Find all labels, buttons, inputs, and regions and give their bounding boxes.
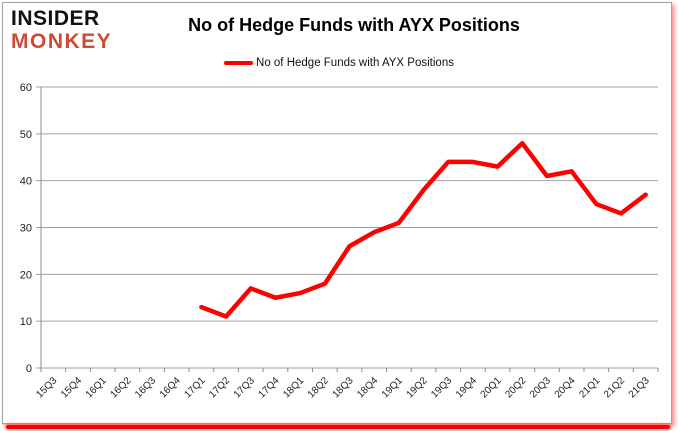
x-tick-label: 19Q3 xyxy=(429,375,454,400)
x-tick-label: 17Q4 xyxy=(257,375,282,400)
x-tick-label: 17Q2 xyxy=(207,375,232,400)
gridlines xyxy=(36,86,658,369)
x-tick-label: 20Q2 xyxy=(503,375,528,400)
x-tick-label: 21Q2 xyxy=(602,375,627,400)
x-tick-label: 16Q1 xyxy=(84,375,109,400)
y-tick-label: 20 xyxy=(20,269,32,281)
x-axis-ticks xyxy=(40,368,659,372)
insider-monkey-logo: INSIDER MONKEY xyxy=(11,8,112,52)
x-axis-labels: 15Q3 15Q4 16Q1 16Q2 16Q3 16Q4 17Q1 17Q2 17Q3 17Q4… xyxy=(34,375,652,400)
x-tick-label: 20Q4 xyxy=(553,375,578,400)
x-tick-label: 20Q3 xyxy=(528,375,553,400)
y-tick-label: 40 xyxy=(20,176,32,188)
x-tick-label: 17Q1 xyxy=(182,375,207,400)
series-line xyxy=(199,140,648,319)
legend-series-label: No of Hedge Funds with AYX Positions xyxy=(256,57,454,69)
y-tick-label: 60 xyxy=(20,82,32,94)
page-title: No of Hedge Funds with AYX Positions xyxy=(188,15,520,35)
x-tick-label: 19Q2 xyxy=(405,375,430,400)
legend-series-line-icon xyxy=(224,61,254,65)
x-tick-label: 19Q1 xyxy=(380,375,405,400)
x-tick-label: 21Q1 xyxy=(577,375,602,400)
x-tick-label: 19Q4 xyxy=(454,375,479,400)
y-tick-label: 50 xyxy=(20,129,32,141)
x-tick-label: 21Q3 xyxy=(627,375,652,400)
logo-insider-text: INSIDER xyxy=(11,7,100,30)
y-tick-label: 0 xyxy=(26,363,32,375)
x-tick-label: 18Q3 xyxy=(331,375,356,400)
y-axis-labels: 0 10 20 30 40 50 60 xyxy=(20,82,32,375)
x-tick-label: 18Q4 xyxy=(355,375,380,400)
x-tick-label: 18Q1 xyxy=(281,375,306,400)
x-tick-label: 18Q2 xyxy=(306,375,331,400)
x-tick-label: 16Q3 xyxy=(133,375,158,400)
logo-monkey-text: MONKEY xyxy=(11,30,113,53)
x-tick-label: 15Q4 xyxy=(59,375,84,400)
y-tick-label: 30 xyxy=(20,223,32,235)
chart-legend: No of Hedge Funds with AYX Positions xyxy=(0,57,678,69)
x-tick-label: 20Q1 xyxy=(479,375,504,400)
x-tick-label: 16Q4 xyxy=(158,375,183,400)
x-tick-label: 15Q3 xyxy=(34,375,59,400)
chart-card-frame xyxy=(2,2,672,424)
bottom-red-accent-bar xyxy=(6,425,670,429)
y-tick-label: 10 xyxy=(20,316,32,328)
x-tick-label: 16Q2 xyxy=(108,375,133,400)
x-tick-label: 17Q3 xyxy=(232,375,257,400)
